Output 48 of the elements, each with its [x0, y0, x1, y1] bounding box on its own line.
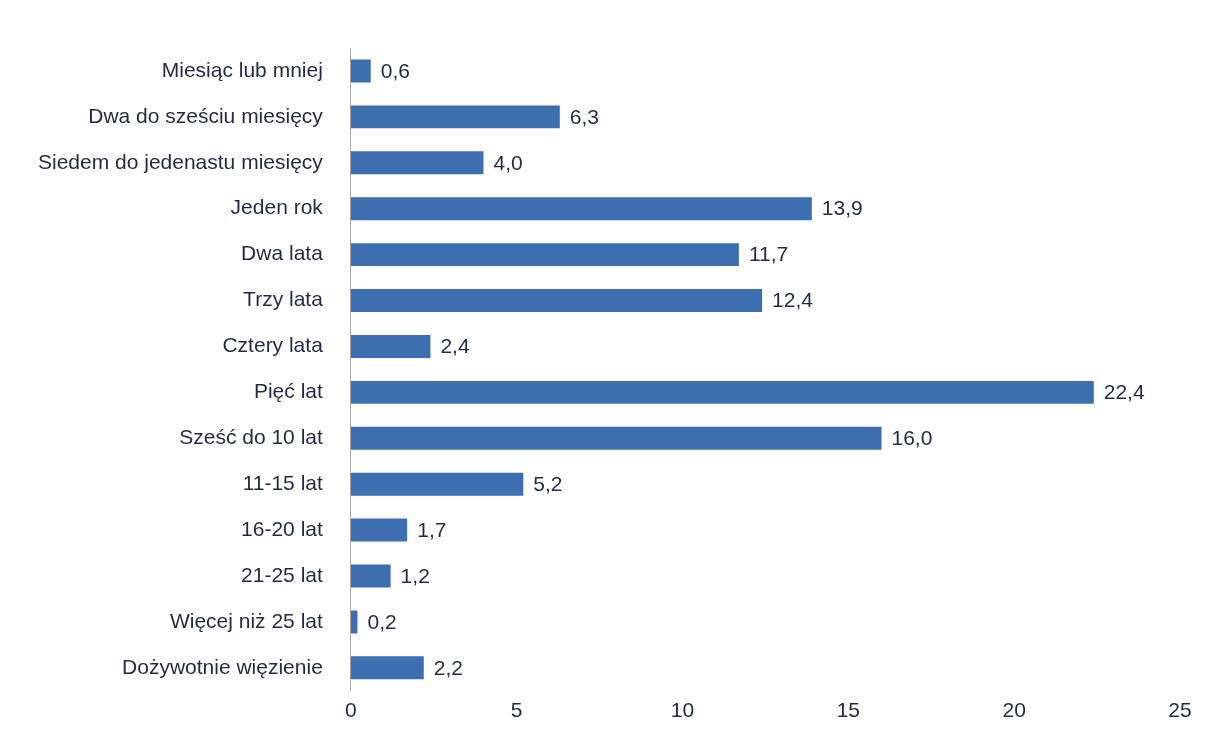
bar — [350, 59, 371, 83]
y-tick-label: 11-15 lat — [242, 470, 323, 494]
y-tick-label: Dwa lata — [241, 241, 324, 265]
y-tick-label: Cztery lata — [222, 333, 324, 357]
y-tick-label: Więcej niż 25 lat — [169, 608, 323, 632]
bar — [350, 564, 391, 588]
bar — [350, 656, 424, 680]
y-tick-label: 21-25 lat — [241, 562, 323, 586]
x-tick-label: 20 — [1002, 698, 1026, 722]
data-label: 16,0 — [891, 426, 933, 450]
y-tick-label: Miesiąc lub mniej — [161, 57, 323, 81]
data-label: 11,7 — [748, 242, 789, 266]
bar — [350, 518, 408, 542]
bar — [350, 610, 358, 634]
data-label: 2,2 — [433, 655, 463, 679]
bar — [350, 105, 560, 129]
x-tick-label: 10 — [670, 698, 695, 722]
data-label: 6,3 — [569, 104, 599, 128]
y-tick-label: Sześć do 10 lat — [179, 425, 323, 449]
x-tick-label: 0 — [344, 698, 357, 722]
y-tick-label: Siedem do jedenastu miesięcy — [37, 149, 324, 173]
y-tick-label: Pięć lat — [253, 379, 323, 403]
data-label: 0,2 — [367, 609, 397, 633]
bar — [350, 472, 524, 496]
bar — [350, 426, 882, 450]
bar — [350, 334, 431, 358]
data-label: 1,7 — [417, 517, 447, 541]
x-tick-label: 5 — [510, 698, 523, 722]
data-label: 5,2 — [533, 471, 563, 495]
bar — [350, 151, 484, 175]
bar — [350, 380, 1094, 404]
data-label: 0,6 — [380, 58, 410, 82]
y-tick-label: 16-20 lat — [241, 516, 323, 540]
y-tick-label: Trzy lata — [243, 287, 324, 311]
x-tick-label: 25 — [1168, 698, 1192, 722]
data-label: 2,4 — [440, 334, 470, 358]
bar — [350, 289, 763, 313]
bar — [350, 243, 739, 267]
y-tick-label: Dożywotnie więzienie — [122, 654, 323, 678]
data-label: 1,2 — [400, 563, 430, 587]
data-label: 13,9 — [821, 196, 863, 220]
data-label: 12,4 — [772, 288, 814, 312]
data-label: 4,0 — [493, 150, 523, 174]
x-tick-label: 15 — [836, 698, 861, 722]
bar — [350, 197, 812, 221]
data-label: 22,4 — [1103, 380, 1145, 404]
y-tick-label: Dwa do sześciu miesięcy — [88, 103, 324, 127]
y-tick-label: Jeden rok — [230, 195, 324, 219]
